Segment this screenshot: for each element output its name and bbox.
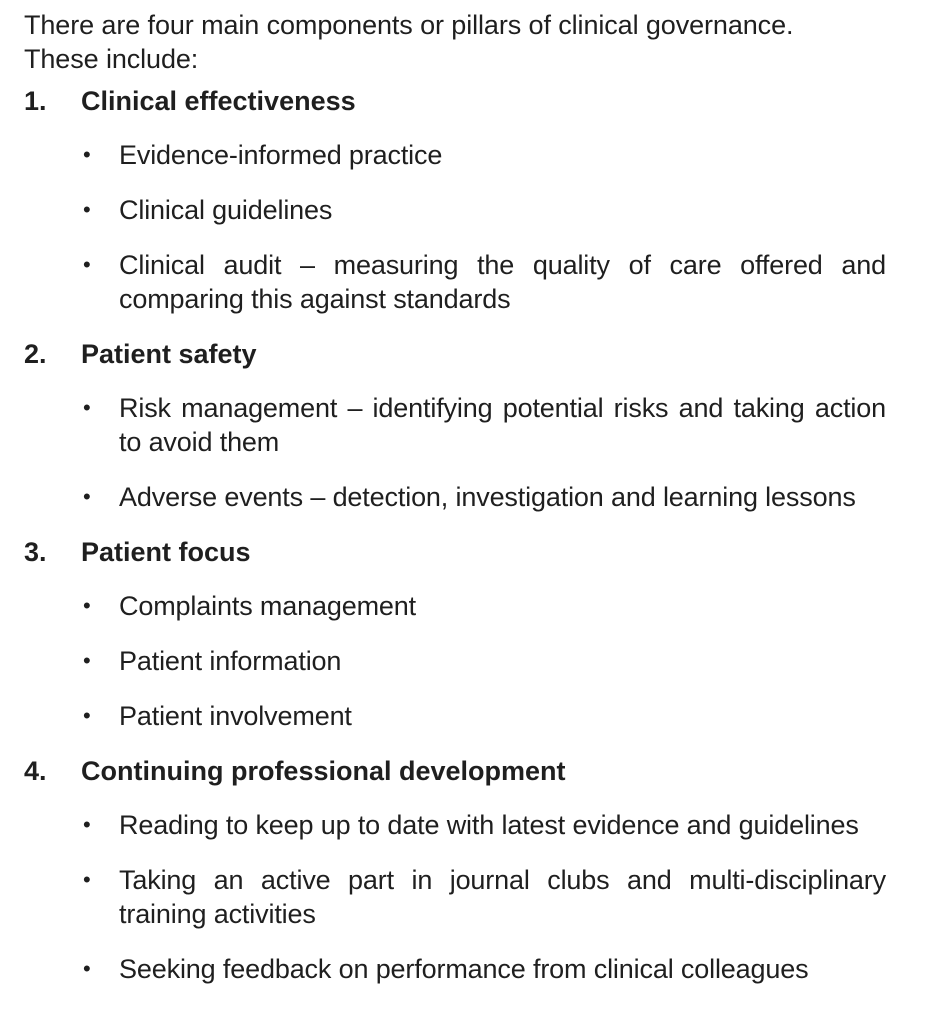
- section-heading: 3. Patient focus: [24, 535, 886, 569]
- bullet-text: Complaints management: [119, 591, 417, 621]
- list-item: • Taking an active part in journal clubs…: [24, 863, 886, 931]
- bullet-icon: •: [83, 593, 91, 618]
- bullet-text: Seeking feedback on performance from cli…: [119, 954, 809, 984]
- section-title: Patient focus: [81, 537, 251, 567]
- bullet-text: Patient information: [119, 646, 342, 676]
- bullet-text: Taking an active part in journal clubs a…: [119, 865, 886, 929]
- list-item: • Risk management – identifying potentia…: [24, 391, 886, 459]
- list-item: • Patient involvement: [24, 699, 886, 733]
- list-item: • Complaints management: [24, 589, 886, 623]
- section-heading: 2. Patient safety: [24, 337, 886, 371]
- section-patient-focus: 3. Patient focus • Complaints management…: [24, 535, 886, 733]
- bullet-icon: •: [83, 252, 91, 277]
- list-item: • Adverse events – detection, investigat…: [24, 480, 886, 514]
- section-clinical-effectiveness: 1. Clinical effectiveness • Evidence-inf…: [24, 84, 886, 316]
- bullet-list: • Reading to keep up to date with latest…: [24, 808, 886, 986]
- bullet-text: Risk management – identifying potential …: [119, 393, 886, 457]
- section-number: 3.: [24, 537, 47, 567]
- bullet-list: • Evidence-informed practice • Clinical …: [24, 138, 886, 316]
- bullet-text: Clinical guidelines: [119, 195, 333, 225]
- document-body: There are four main components or pillar…: [24, 8, 886, 1007]
- bullet-list: • Risk management – identifying potentia…: [24, 391, 886, 514]
- section-title: Clinical effectiveness: [81, 86, 356, 116]
- bullet-icon: •: [83, 484, 91, 509]
- intro-line-2: These include:: [24, 44, 199, 74]
- section-heading: 4. Continuing professional development: [24, 754, 886, 788]
- list-item: • Evidence-informed practice: [24, 138, 886, 172]
- bullet-text: Evidence-informed practice: [119, 140, 443, 170]
- list-item: • Clinical guidelines: [24, 193, 886, 227]
- list-item: • Reading to keep up to date with latest…: [24, 808, 886, 842]
- bullet-icon: •: [83, 867, 91, 892]
- section-title: Patient safety: [81, 339, 257, 369]
- section-patient-safety: 2. Patient safety • Risk management – id…: [24, 337, 886, 514]
- section-number: 4.: [24, 756, 47, 786]
- bullet-text: Clinical audit – measuring the quality o…: [119, 250, 886, 314]
- section-number: 2.: [24, 339, 47, 369]
- list-item: • Seeking feedback on performance from c…: [24, 952, 886, 986]
- section-continuing-professional-development: 4. Continuing professional development •…: [24, 754, 886, 986]
- intro-line-1: There are four main components or pillar…: [24, 10, 794, 40]
- bullet-icon: •: [83, 648, 91, 673]
- bullet-list: • Complaints management • Patient inform…: [24, 589, 886, 733]
- bullet-text: Reading to keep up to date with latest e…: [119, 810, 859, 840]
- intro-paragraph: There are four main components or pillar…: [24, 8, 886, 76]
- bullet-text: Patient involvement: [119, 701, 352, 731]
- bullet-icon: •: [83, 956, 91, 981]
- bullet-icon: •: [83, 812, 91, 837]
- list-item: • Clinical audit – measuring the quality…: [24, 248, 886, 316]
- section-title: Continuing professional development: [81, 756, 566, 786]
- bullet-icon: •: [83, 703, 91, 728]
- list-item: • Patient information: [24, 644, 886, 678]
- bullet-text: Adverse events – detection, investigatio…: [119, 482, 856, 512]
- section-heading: 1. Clinical effectiveness: [24, 84, 886, 118]
- bullet-icon: •: [83, 395, 91, 420]
- section-number: 1.: [24, 86, 47, 116]
- bullet-icon: •: [83, 142, 91, 167]
- bullet-icon: •: [83, 197, 91, 222]
